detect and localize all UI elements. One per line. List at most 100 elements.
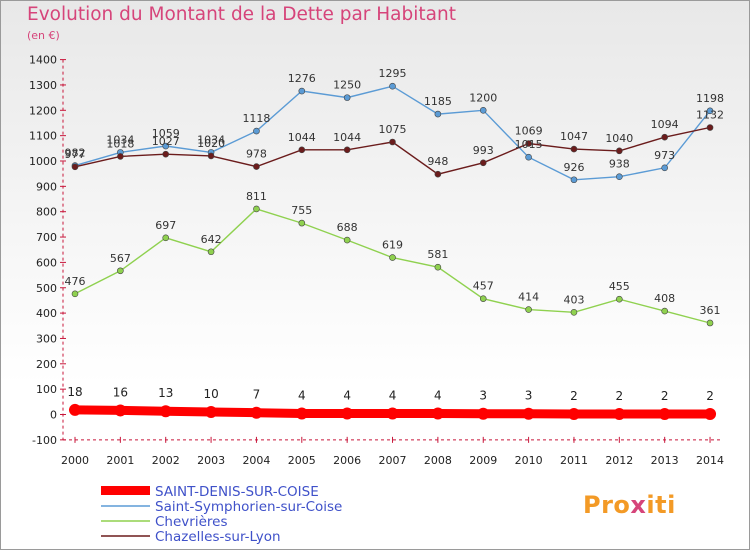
data-point xyxy=(389,254,396,261)
data-label: 457 xyxy=(473,280,494,293)
chart-title: Evolution du Montant de la Dette par Hab… xyxy=(27,4,456,25)
data-point xyxy=(434,170,442,178)
data-label: 1015 xyxy=(515,138,543,151)
data-point xyxy=(341,407,354,420)
data-label: 3 xyxy=(525,389,533,403)
data-label: 4 xyxy=(389,388,397,402)
data-point xyxy=(114,404,127,417)
data-label: 993 xyxy=(473,144,494,157)
data-point xyxy=(661,133,668,141)
data-point xyxy=(162,142,170,150)
data-label: 1069 xyxy=(515,125,543,138)
data-label: 977 xyxy=(65,148,86,161)
data-point xyxy=(298,146,306,154)
data-label: 982 xyxy=(65,147,86,160)
data-point xyxy=(207,152,215,160)
data-label: 403 xyxy=(563,293,584,306)
data-point xyxy=(162,150,170,158)
y-tick-label: 500 xyxy=(36,282,57,295)
data-label: 2 xyxy=(706,389,714,403)
data-label: 13 xyxy=(158,386,173,400)
axes: -100 0 100 200 300 400 500 600 700 800 900 1000 1100… xyxy=(29,54,724,467)
y-tick-label: 300 xyxy=(36,332,57,345)
data-label: 948 xyxy=(427,155,448,168)
series-chazelles-sur-lyon xyxy=(71,124,714,178)
data-point xyxy=(570,145,578,153)
data-point xyxy=(525,306,532,313)
series-chevri-res xyxy=(71,205,714,327)
data-label: 811 xyxy=(246,190,267,203)
legend-swatch xyxy=(101,486,150,495)
legend-label: Chevrières xyxy=(155,514,227,530)
data-label: 4 xyxy=(343,388,351,402)
x-tick-label: 2013 xyxy=(651,454,679,467)
data-label: 408 xyxy=(654,292,675,305)
x-tick-label: 2008 xyxy=(424,454,452,467)
data-point xyxy=(616,173,623,181)
data-point xyxy=(250,406,263,419)
data-label: 978 xyxy=(246,148,267,161)
data-label: 1044 xyxy=(333,131,361,144)
x-tick-label: 2003 xyxy=(197,454,225,467)
data-point xyxy=(661,164,668,172)
data-point xyxy=(434,263,442,271)
legend-label: SAINT-DENIS-SUR-COISE xyxy=(155,484,319,500)
data-point xyxy=(253,163,260,170)
data-label: 455 xyxy=(609,280,630,293)
data-label: 1044 xyxy=(288,131,316,144)
data-point xyxy=(704,407,717,420)
data-label: 1059 xyxy=(152,127,180,140)
x-tick-label: 2000 xyxy=(61,454,89,467)
data-point xyxy=(71,163,79,171)
y-tick-label: 400 xyxy=(36,307,57,320)
y-tick-label: 1300 xyxy=(29,79,57,92)
data-label: 1027 xyxy=(152,135,180,148)
y-tick-label: -100 xyxy=(32,434,57,447)
series-saint-denis-sur-coise xyxy=(69,403,717,420)
y-tick-label: 0 xyxy=(50,409,57,422)
data-label: 2 xyxy=(570,389,578,403)
data-point xyxy=(706,124,714,131)
data-point xyxy=(567,407,580,420)
x-tick-label: 2010 xyxy=(515,454,543,467)
y-tick-label: 700 xyxy=(36,231,57,244)
data-point xyxy=(205,405,218,418)
data-label: 1295 xyxy=(379,67,407,80)
data-point xyxy=(661,307,668,315)
data-point xyxy=(479,159,487,167)
x-tick-label: 2001 xyxy=(106,454,134,467)
data-point xyxy=(431,407,444,420)
data-point xyxy=(69,403,81,416)
data-label: 1020 xyxy=(197,137,225,150)
data-label: 581 xyxy=(427,248,448,261)
data-label: 7 xyxy=(253,388,261,402)
data-point xyxy=(522,407,535,420)
data-label: 619 xyxy=(382,239,403,252)
data-label: 3 xyxy=(479,389,487,403)
data-label: 642 xyxy=(201,233,222,246)
data-label: 361 xyxy=(700,304,721,317)
data-label: 697 xyxy=(155,219,176,232)
data-point xyxy=(159,405,172,418)
data-point xyxy=(386,407,399,420)
y-tick-label: 600 xyxy=(36,256,57,269)
data-point xyxy=(658,407,671,420)
data-label: 755 xyxy=(291,204,312,217)
data-point xyxy=(525,153,532,161)
x-tick-label: 2002 xyxy=(152,454,180,467)
data-point xyxy=(298,87,306,95)
data-point xyxy=(389,82,396,90)
data-point xyxy=(295,407,308,420)
data-label: 4 xyxy=(298,388,306,402)
data-label: 2 xyxy=(661,389,669,403)
y-tick-label: 1400 xyxy=(29,54,57,67)
data-label: 2 xyxy=(615,389,623,403)
data-label: 1075 xyxy=(379,123,407,136)
data-label: 926 xyxy=(563,161,584,174)
legend-label: Chazelles-sur-Lyon xyxy=(155,529,281,545)
y-tick-label: 100 xyxy=(36,383,57,396)
x-tick-label: 2007 xyxy=(379,454,407,467)
data-point xyxy=(343,146,351,154)
